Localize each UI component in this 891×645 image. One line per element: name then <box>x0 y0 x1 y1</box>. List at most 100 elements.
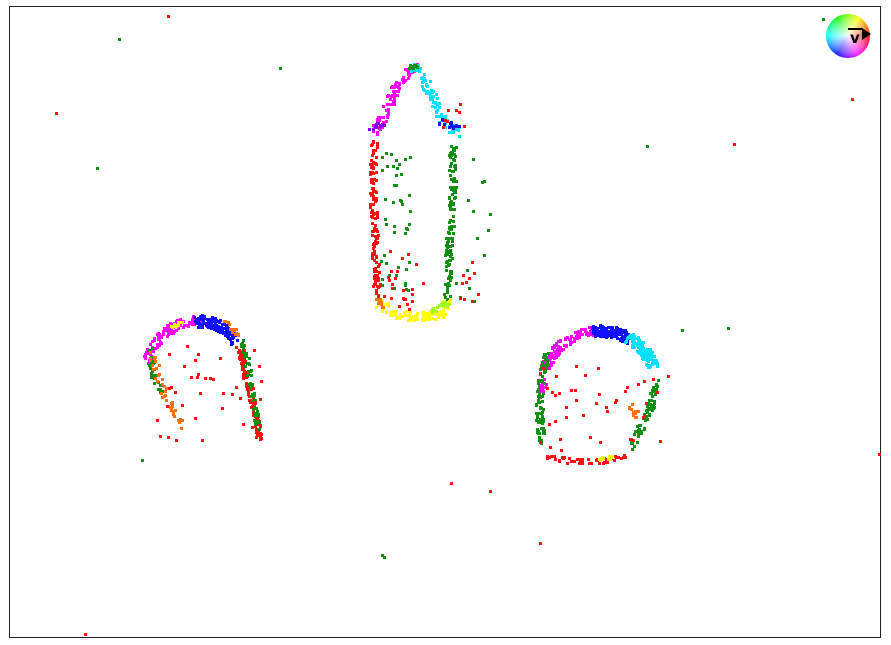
right-blob-top <box>601 329 604 332</box>
right-blob-interior <box>574 389 577 392</box>
bottle-interior <box>394 277 397 280</box>
bottle-shoulder-left <box>381 124 384 127</box>
right-blob-top-right <box>633 346 636 349</box>
left-blob-top-left <box>191 320 194 323</box>
bottle-neck-right <box>425 90 428 93</box>
bottle-right-halo <box>476 237 479 240</box>
bottle-bottom <box>435 313 438 316</box>
bottle-neck-left <box>376 133 379 136</box>
left-blob-top-left <box>160 335 163 338</box>
left-blob-top-left <box>157 338 160 341</box>
bottle-neck-left <box>396 94 399 97</box>
bottle-neck-right <box>444 115 447 118</box>
left-blob-top <box>231 337 234 340</box>
bottle-neck-right <box>434 106 437 109</box>
left-blob-left-edge <box>169 406 172 409</box>
left-blob-right-edge <box>252 397 255 400</box>
bottle-interior <box>387 276 390 279</box>
left-blob-interior <box>190 376 193 379</box>
bottle-neck-left <box>392 90 395 93</box>
right-blob-top-left <box>575 335 578 338</box>
right-blob-top <box>604 327 607 330</box>
left-blob-left-edge <box>177 419 180 422</box>
bottle-bottom <box>438 313 441 316</box>
left-blob-left-edge <box>153 382 156 385</box>
left-blob-left-edge <box>150 361 153 364</box>
right-blob-top-right <box>640 344 643 347</box>
bottle-interior <box>409 156 412 159</box>
right-blob-top <box>606 332 609 335</box>
left-blob-top-yellow <box>171 326 174 329</box>
bottle-right-halo <box>468 277 471 280</box>
left-blob-top <box>193 316 196 319</box>
bottle-left-edge <box>376 142 379 145</box>
right-blob-top-right <box>645 363 648 366</box>
right-blob-left-edge <box>539 380 542 383</box>
right-blob-top-left <box>544 363 547 366</box>
right-blob-top-left <box>560 349 563 352</box>
right-blob-top-left <box>565 344 568 347</box>
left-blob-top-right <box>235 328 238 331</box>
bottle-left-edge <box>372 141 375 144</box>
bottle-right-halo <box>455 282 458 285</box>
noise-event <box>450 482 453 485</box>
left-blob-right-edge <box>255 407 258 410</box>
right-blob-right-orange <box>631 403 634 406</box>
bottle-bottom <box>389 311 392 314</box>
left-blob-top-left <box>167 333 170 336</box>
bottle-neck-left <box>385 120 388 123</box>
bottle-bottom <box>421 318 424 321</box>
bottle-left-edge <box>379 283 382 286</box>
bottle-interior <box>403 298 406 301</box>
bottle-right-edge <box>453 165 456 168</box>
left-blob-interior <box>159 435 162 438</box>
bottle-left-edge <box>372 213 375 216</box>
right-blob-left-edge <box>536 428 539 431</box>
right-blob-interior <box>548 423 551 426</box>
bottle-left-edge <box>375 197 378 200</box>
bottle-left-edge <box>371 222 374 225</box>
right-blob-left-edge <box>538 412 541 415</box>
bottle-left-edge <box>377 279 380 282</box>
bottle-right-edge <box>450 188 453 191</box>
right-blob-bottom <box>624 456 627 459</box>
right-blob-left-magenta <box>543 378 546 381</box>
bottle-right-edge <box>445 269 448 272</box>
bottle-cap <box>410 66 413 69</box>
left-blob-top-right <box>228 323 231 326</box>
bottle-neck-left <box>393 92 396 95</box>
right-blob-left-edge <box>545 367 548 370</box>
left-blob-left-edge <box>161 383 164 386</box>
bottle-neck-left <box>378 127 381 130</box>
right-blob-top-left <box>564 338 567 341</box>
bottle-right-edge <box>448 275 451 278</box>
right-blob-top-right <box>646 350 649 353</box>
left-blob-top-yellow <box>173 323 176 326</box>
bottle-left-edge <box>376 241 379 244</box>
right-blob-right-edge <box>647 407 650 410</box>
right-blob-top-right <box>640 342 643 345</box>
bottle-right-edge <box>446 241 449 244</box>
right-blob-left-edge <box>540 427 543 430</box>
bottle-neck-right <box>440 113 443 116</box>
left-blob-top-left <box>172 332 175 335</box>
right-blob-top-right <box>635 337 638 340</box>
right-blob-bottom <box>598 458 601 461</box>
bottle-left-edge <box>372 247 375 250</box>
bottle-interior <box>395 274 398 277</box>
left-blob-top <box>223 327 226 330</box>
right-blob-top <box>621 340 624 343</box>
bottle-right-edge <box>452 180 455 183</box>
right-blob-top-right <box>632 333 635 336</box>
bottle-shoulder-right <box>458 125 461 128</box>
right-blob-top <box>610 329 613 332</box>
left-blob-top-right <box>232 328 235 331</box>
left-blob-top-left <box>158 344 161 347</box>
right-blob-left-edge <box>541 395 544 398</box>
bottle-left-edge <box>376 214 379 217</box>
right-blob-bottom <box>546 455 549 458</box>
right-blob-interior <box>546 457 549 460</box>
bottle-right-edge <box>447 282 450 285</box>
bottle-neck-left <box>382 121 385 124</box>
left-blob-left-edge <box>155 367 158 370</box>
